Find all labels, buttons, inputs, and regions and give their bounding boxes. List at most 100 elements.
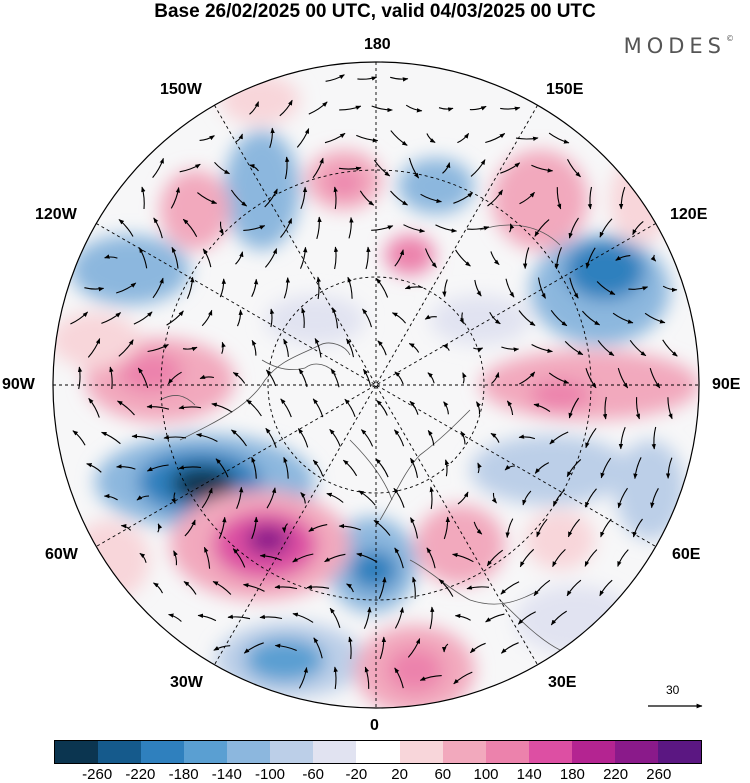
wind-arrow: [404, 285, 423, 290]
wind-arrow: [427, 372, 435, 384]
wind-arrow: [466, 585, 490, 590]
wind-arrow: [408, 343, 420, 353]
colorbar-tick-label: -220: [125, 766, 156, 783]
wind-arrow: [333, 666, 338, 690]
wind-arrow: [297, 428, 309, 448]
wind-arrow: [266, 487, 277, 509]
wind-arrow: [533, 579, 551, 597]
wind-arrow: [77, 366, 83, 390]
wind-arrow: [101, 312, 122, 324]
wind-arrow: [199, 135, 215, 141]
wind-arrow: [409, 400, 419, 415]
wind-arrow: [377, 340, 387, 356]
wind-arrow: [515, 136, 539, 141]
wind-arrow: [312, 459, 324, 477]
wind-arrow: [153, 217, 163, 239]
wind-arrow: [564, 341, 584, 356]
wind-arrow: [326, 492, 344, 503]
colorbar-swatch: [528, 741, 572, 763]
colorbar-tick-label: -260: [82, 766, 113, 783]
wind-arrow: [70, 311, 88, 325]
wind-arrow: [442, 162, 451, 174]
wind-arrow: [201, 309, 213, 327]
wind-arrow: [171, 246, 179, 269]
wind-arrow: [236, 486, 244, 509]
wind-arrow: [365, 246, 371, 270]
wind-arrow: [442, 279, 448, 298]
wind-arrow: [490, 432, 500, 443]
colorbar-tick-label: -180: [168, 766, 199, 783]
wind-arrow: [597, 340, 615, 357]
lon-label-60e: 60E: [672, 546, 701, 563]
wind-arrow: [138, 247, 148, 269]
wind-arrow: [356, 552, 378, 563]
wind-arrow: [197, 613, 217, 622]
wind-arrow: [408, 157, 420, 179]
wind-arrow: [243, 642, 264, 654]
wind-arrow: [137, 367, 149, 389]
wind-arrow: [410, 457, 419, 478]
lon-label-30e: 30E: [548, 674, 577, 691]
wind-arrow: [569, 277, 579, 299]
lon-label-90w: 90W: [2, 376, 35, 393]
lon-label-120e: 120E: [670, 206, 708, 223]
wind-arrow: [438, 578, 454, 597]
wind-arrow: [363, 606, 372, 629]
wind-arrow: [339, 105, 362, 111]
wind-arrow: [298, 667, 309, 689]
wind-arrow: [568, 397, 580, 419]
wind-arrow: [394, 249, 405, 267]
wind-arrow: [662, 285, 678, 293]
wind-arrow: [269, 127, 275, 148]
wind-arrow: [199, 374, 215, 380]
wind-arrow: [171, 492, 176, 504]
colorbar-tick-label: -20: [345, 766, 368, 783]
wind-arrow: [599, 579, 613, 597]
colorbar-swatch: [270, 741, 314, 763]
wind-arrow: [329, 428, 341, 447]
colorbar-swatch: [657, 741, 701, 763]
wind-arrow: [662, 339, 678, 357]
wind-arrow: [442, 643, 449, 653]
wind-arrow: [375, 458, 389, 478]
wind-arrow: [264, 188, 278, 208]
wind-arrow: [167, 371, 182, 385]
wind-arrow: [390, 130, 408, 146]
wind-arrow: [596, 281, 616, 295]
colorbar-swatch: [571, 741, 615, 763]
colorbar-tick-label: 180: [559, 766, 585, 783]
wind-arrow: [485, 613, 505, 623]
wind-arrow: [178, 465, 202, 470]
wind-vectors: [70, 74, 678, 690]
wind-arrow: [178, 405, 202, 410]
wind-arrow: [348, 636, 353, 660]
wind-arrow: [477, 462, 482, 474]
wind-arrow: [500, 642, 519, 654]
wind-arrow: [347, 276, 353, 299]
wind-arrow: [587, 186, 593, 210]
wind-arrow: [390, 190, 408, 206]
wind-arrow: [120, 523, 132, 531]
wind-arrow: [109, 366, 114, 390]
colorbar-swatch: [184, 741, 228, 763]
chart-title: Base 26/02/2025 00 UTC, valid 04/03/2025…: [154, 1, 596, 22]
wind-arrow: [584, 549, 598, 567]
wind-arrow: [87, 338, 101, 358]
colorbar-swatch: [227, 741, 271, 763]
wind-arrow: [602, 396, 608, 420]
wind-arrow: [518, 434, 536, 440]
wind-arrow: [153, 582, 163, 594]
wind-arrow: [300, 186, 308, 210]
wind-arrow: [346, 583, 354, 593]
wind-arrow: [182, 346, 198, 352]
wind-arrow: [330, 368, 340, 388]
polar-map: [52, 61, 703, 709]
wind-arrow: [312, 398, 324, 418]
wind-arrow: [566, 579, 582, 597]
wind-arrow: [103, 493, 118, 501]
wind-arrow: [629, 339, 647, 357]
wind-arrow: [308, 101, 328, 115]
wind-arrow: [519, 371, 536, 385]
wind-arrow: [133, 311, 153, 325]
wind-arrow: [412, 576, 417, 599]
